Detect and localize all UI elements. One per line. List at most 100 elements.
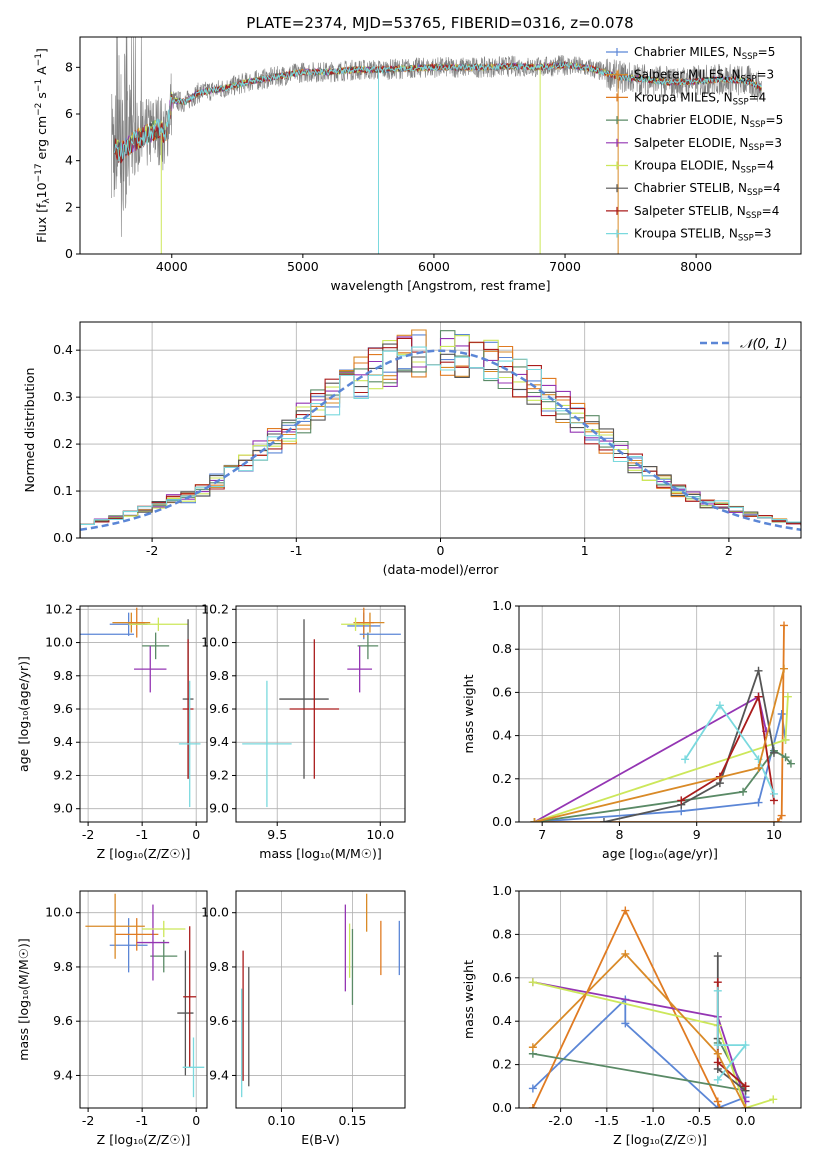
figure-title: PLATE=2374, MJD=53765, FIBERID=0316, z=0…	[246, 14, 633, 32]
series-marker	[599, 818, 608, 822]
series-marker	[681, 755, 690, 764]
x-axis-label: wavelength [Angstrom, rest frame]	[330, 278, 550, 293]
series-marker	[713, 986, 722, 995]
axes-residuals: -2 -1 0 1 2 0.0 0.1 0.2 0.3 0.4 (data-model)/error…	[22, 321, 802, 577]
series-marker	[781, 753, 790, 762]
legend-label-sub: SSP	[748, 143, 764, 153]
series-line	[534, 695, 768, 822]
series-line	[716, 982, 747, 1087]
series-line	[534, 668, 785, 822]
x-tick-label: 9	[693, 827, 701, 842]
y-tick-label: 0.4	[53, 342, 73, 357]
legend-label-sub: SSP	[738, 234, 754, 244]
series-marker	[677, 796, 686, 805]
series-line	[532, 908, 721, 1108]
x-tick-label: 8	[615, 827, 623, 842]
y-tick-label: 9.0	[53, 801, 73, 816]
series-marker	[621, 1019, 630, 1028]
ylabel-sup: −17	[34, 163, 44, 182]
legend-label-n: =3	[754, 227, 772, 241]
legend-label-n: =4	[749, 90, 767, 104]
series-marker	[739, 787, 748, 796]
y-tick-label: 0.0	[492, 1100, 512, 1115]
legend-label-n: =5	[758, 45, 776, 59]
series-line	[532, 952, 747, 1108]
plot-area	[111, 37, 762, 254]
x-tick-label: 0.0	[736, 1113, 756, 1128]
legend-label: Kroupa ELODIE, NSSP=4	[634, 159, 774, 176]
x-tick-label: -2.0	[548, 1113, 572, 1128]
x-tick-label: 10	[766, 827, 782, 842]
series-marker	[781, 735, 790, 744]
y-tick-label: 9.6	[209, 701, 229, 716]
series-marker	[530, 818, 539, 822]
series-marker	[773, 818, 782, 822]
y-tick-label: 0.8	[492, 641, 512, 656]
y-tick-label: 0.0	[53, 530, 73, 545]
ylabel-part: A	[34, 66, 49, 79]
legend-label: Salpeter MILES, NSSP=3	[634, 68, 774, 85]
x-axis-label: Z [log₁₀(Z/Z☉)]	[613, 1132, 707, 1147]
plot-area	[530, 621, 795, 822]
y-tick-label: 9.4	[209, 734, 229, 749]
series-marker	[528, 978, 537, 987]
legend-label-text: Chabrier MILES, N	[634, 45, 742, 59]
plot-area	[80, 329, 801, 538]
legend-label: Chabrier MILES, NSSP=5	[634, 45, 775, 62]
x-tick-label: 5000	[287, 259, 319, 274]
x-tick-label: 0	[192, 1113, 200, 1128]
y-tick-label: 0.1	[53, 483, 73, 498]
legend-label: Salpeter ELODIE, NSSP=3	[634, 136, 782, 153]
x-axis-label: Z [log₁₀(Z/Z☉)]	[97, 1132, 191, 1147]
x-tick-label: 8000	[680, 259, 712, 274]
y-tick-label: 10.0	[201, 635, 229, 650]
series-marker	[769, 748, 778, 757]
y-tick-label: 9.6	[53, 1013, 73, 1028]
x-tick-label: -1	[136, 1113, 148, 1128]
histogram-step	[80, 329, 801, 538]
x-tick-label: -2	[146, 543, 158, 558]
x-tick-label: 10.0	[366, 827, 394, 842]
plot-area	[80, 607, 201, 808]
legend-label-sub: SSP	[750, 120, 766, 130]
x-tick-label: 7	[538, 827, 546, 842]
x-tick-label: 0.15	[339, 1113, 367, 1128]
y-tick-label: 9.6	[53, 701, 73, 716]
legend-label-text: Chabrier STELIB, N	[634, 181, 747, 195]
y-tick-label: 0.6	[492, 970, 512, 985]
y-tick-label: 1.0	[492, 598, 512, 613]
legend-label-sub: SSP	[741, 166, 757, 176]
ylabel-sup: −1	[34, 53, 44, 66]
y-axis-label: mass [log₁₀(M/M☉)]	[16, 938, 31, 1060]
series-marker	[713, 1075, 722, 1084]
y-tick-label: 9.0	[209, 801, 229, 816]
series-marker	[713, 1097, 722, 1106]
y-tick-label: 9.8	[209, 668, 229, 683]
plot-area	[528, 906, 778, 1108]
y-tick-label: 0.3	[53, 389, 73, 404]
y-tick-label: 2	[65, 199, 73, 214]
series-marker	[741, 1041, 750, 1050]
ylabel-part: ]	[34, 48, 49, 53]
normal-curve	[80, 349, 801, 532]
legend-label-n: =4	[756, 159, 774, 173]
ylabel-part: 10	[34, 182, 49, 198]
x-tick-label: 1	[581, 543, 589, 558]
y-tick-label: 0.2	[492, 1057, 512, 1072]
x-tick-label: 9.5	[267, 827, 287, 842]
legend-label-text: Kroupa ELODIE, N	[634, 159, 741, 173]
plot-area	[85, 893, 205, 1098]
series-marker	[754, 764, 763, 772]
legend: 𝒩(0, 1)	[700, 337, 787, 352]
y-tick-label: 10.2	[201, 601, 229, 616]
legend-label: 𝒩(0, 1)	[740, 337, 787, 352]
legend-label-sub: SSP	[742, 52, 758, 62]
series-marker	[528, 1043, 537, 1052]
x-tick-label: -1.5	[595, 1113, 619, 1128]
axes-frame	[518, 890, 802, 1109]
legend-label-sub: SSP	[733, 97, 749, 107]
series-marker	[528, 1104, 537, 1108]
legend-label-n: =4	[762, 204, 780, 218]
